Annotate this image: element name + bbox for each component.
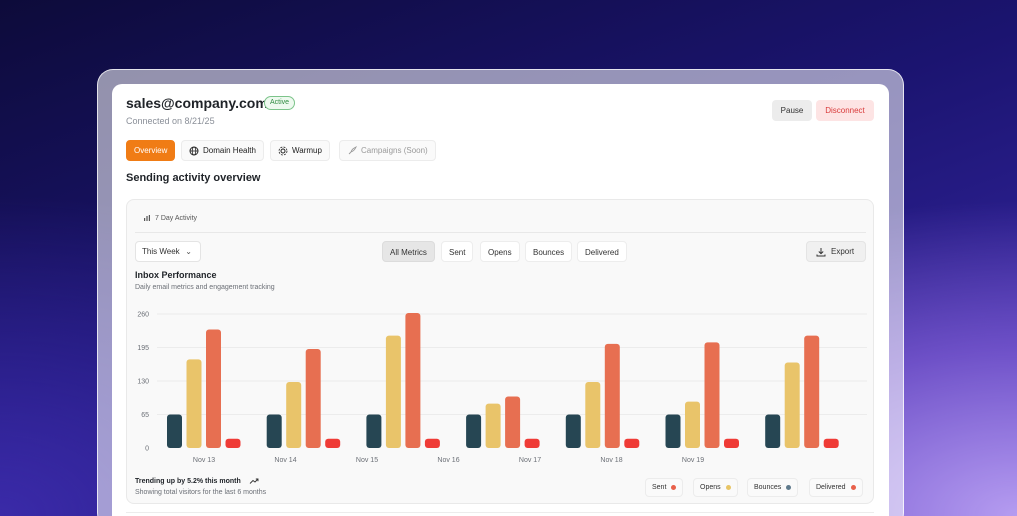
bar[interactable] (624, 438, 640, 448)
chart-title: Inbox Performance (135, 270, 217, 280)
legend-dot (725, 485, 731, 490)
tab-overview-label: Overview (134, 146, 168, 155)
y-tick-label: 65 (141, 412, 149, 419)
legend-dot (786, 485, 792, 490)
legend-opens[interactable]: Opens (693, 478, 738, 497)
tab-campaigns[interactable]: Campaigns (Soon) (339, 140, 436, 161)
legend-dot (671, 485, 677, 490)
period-select-value: This Week (142, 247, 180, 256)
divider (126, 512, 874, 513)
bar[interactable] (466, 414, 482, 449)
trend-text: Trending up by 5.2% this month (135, 477, 259, 485)
x-tick-label: Nov 15 (356, 457, 378, 464)
pause-button[interactable]: Pause (772, 100, 812, 121)
export-button[interactable]: Export (806, 241, 866, 262)
x-tick-label: Nov 13 (193, 457, 215, 464)
bar[interactable] (804, 335, 820, 448)
bar[interactable] (266, 414, 282, 449)
activity-card: 7 Day Activity This Week ⌄ All Metrics S… (126, 199, 874, 504)
bar[interactable] (225, 438, 241, 448)
bar[interactable] (325, 438, 341, 448)
legend-opens-label: Opens (700, 484, 721, 491)
bar[interactable] (524, 438, 540, 448)
legend-bounces[interactable]: Bounces (747, 478, 799, 497)
legend-dot (850, 485, 856, 490)
bar[interactable] (186, 359, 202, 448)
warmup-icon (278, 146, 288, 155)
bar-chart: 0 65 130 195 260 Nov 13 Nov 14 Nov 15 Nov 16 Nov … (137, 312, 867, 464)
globe-icon (189, 146, 199, 155)
connected-date: Connected on 8/21/25 (126, 116, 215, 126)
bar[interactable] (167, 414, 182, 449)
bar[interactable] (305, 349, 321, 448)
bar[interactable] (485, 403, 501, 448)
filter-bounces[interactable]: Bounces (525, 241, 573, 262)
bar[interactable] (784, 362, 800, 448)
bar[interactable] (405, 312, 421, 448)
y-tick-label: 0 (145, 446, 149, 453)
status-badge: Active (264, 96, 296, 110)
tab-domain-health-label: Domain Health (203, 146, 256, 155)
bar[interactable] (685, 401, 700, 448)
chevron-down-icon: ⌄ (185, 247, 192, 256)
filter-sent[interactable]: Sent (441, 241, 474, 262)
trending-up-icon (249, 478, 259, 484)
tab-warmup-label: Warmup (292, 146, 322, 155)
section-title: Sending activity overview (126, 172, 261, 184)
bar[interactable] (724, 438, 739, 448)
tab-campaigns-label: Campaigns (Soon) (361, 146, 428, 155)
x-tick-label: Nov 18 (600, 457, 622, 464)
tab-overview[interactable]: Overview (126, 140, 176, 161)
y-tick-label: 195 (137, 345, 149, 352)
download-icon (816, 247, 826, 256)
filter-all-metrics[interactable]: All Metrics (382, 241, 435, 262)
export-label: Export (831, 247, 855, 256)
bar[interactable] (505, 396, 521, 448)
account-panel: sales@company.com Active Connected on 8/… (112, 84, 889, 516)
legend-sent-label: Sent (652, 484, 667, 491)
bar[interactable] (765, 414, 781, 449)
bar[interactable] (704, 342, 720, 448)
x-tick-label: Nov 19 (682, 457, 704, 464)
rocket-icon (348, 145, 357, 154)
card-header-label: 7 Day Activity (155, 214, 198, 222)
x-tick-label: Nov 17 (519, 457, 541, 464)
tab-warmup[interactable]: Warmup (270, 140, 330, 161)
filter-opens[interactable]: Opens (480, 241, 520, 262)
y-tick-label: 130 (137, 379, 149, 386)
chart-subtitle: Daily email metrics and engagement track… (135, 284, 275, 291)
legend-delivered[interactable]: Delivered (809, 478, 863, 497)
bar[interactable] (665, 414, 681, 449)
trend-label: Trending up by 5.2% this month (135, 477, 241, 485)
bar[interactable] (385, 335, 401, 448)
x-tick-label: Nov 16 (437, 457, 459, 464)
bar[interactable] (424, 438, 440, 448)
account-email: sales@company.com (126, 95, 268, 111)
bar[interactable] (206, 329, 221, 448)
period-select[interactable]: This Week ⌄ (135, 241, 201, 262)
bar[interactable] (823, 438, 839, 448)
bar[interactable] (604, 343, 620, 448)
legend-bounces-label: Bounces (754, 484, 782, 491)
bar[interactable] (286, 382, 302, 448)
bar-chart-icon (144, 215, 150, 221)
tab-domain-health[interactable]: Domain Health (181, 140, 264, 161)
x-tick-label: Nov 14 (274, 457, 296, 464)
disconnect-button[interactable]: Disconnect (816, 100, 874, 121)
legend-delivered-label: Delivered (816, 484, 846, 491)
bar[interactable] (565, 414, 581, 449)
divider (135, 232, 866, 233)
bar[interactable] (585, 382, 601, 448)
trend-subtitle: Showing total visitors for the last 6 mo… (135, 489, 267, 496)
legend-sent[interactable]: Sent (645, 478, 684, 497)
y-tick-label: 260 (137, 312, 149, 319)
bar[interactable] (366, 414, 382, 449)
filter-delivered[interactable]: Delivered (577, 241, 627, 262)
card-header: 7 Day Activity (143, 214, 197, 222)
